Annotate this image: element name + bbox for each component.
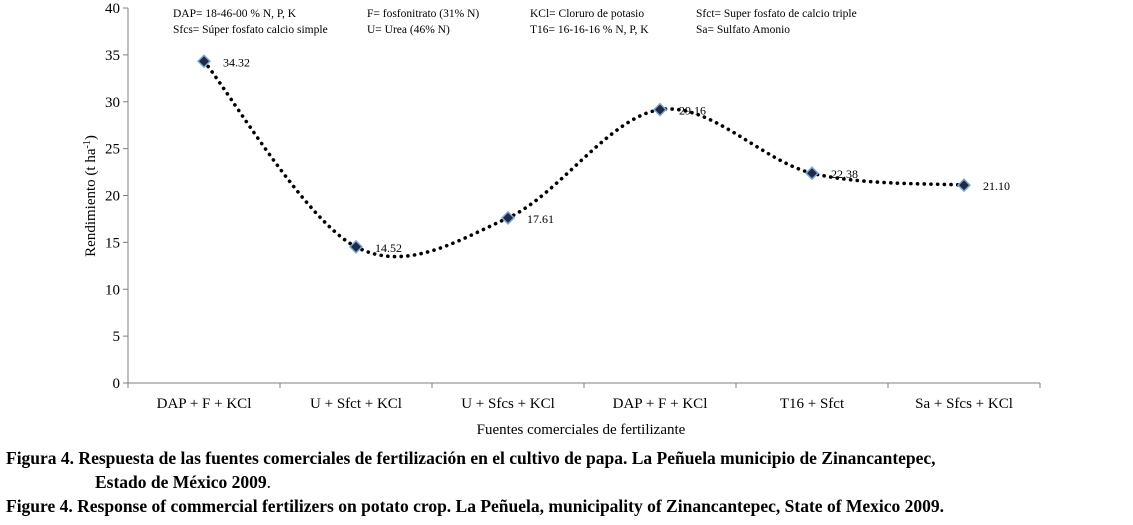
legend: DAP= 18-46-00 % N, P, K F= fosfonitrato (… [173,8,857,36]
y-tick-label: 40 [105,1,120,17]
y-axis-title-sup: -1 [82,140,93,148]
series-line [202,59,966,259]
y-tick-label: 0 [113,376,121,392]
y-axis-title: Rendimiento (t ha-1) [82,135,100,257]
data-point-marker [804,166,820,181]
data-label: 34.32 [223,55,250,69]
x-tick-label: DAP + F + KCl [613,396,708,412]
legend-entry: F= fosfonitrato (31% N) [367,8,479,20]
caption-en-text: Figure 4. Response of commercial fertili… [6,496,945,516]
caption-es-continued: Estado de México 2009. [95,472,271,493]
x-tick-label: U + Sfct + KCl [310,396,402,412]
data-point-marker [500,210,516,225]
data-label: 21.10 [983,179,1010,193]
y-tick-label: 20 [105,189,120,205]
data-label: 14.52 [375,241,402,255]
y-tick-label: 5 [113,329,121,345]
data-label: 17.61 [527,212,554,226]
y-tick-label: 30 [105,95,120,111]
data-point-marker [652,102,668,117]
y-tick-label: 15 [105,235,120,251]
data-label: 22.38 [831,167,858,181]
x-tick-label: U + Sfcs + KCl [461,396,555,412]
y-tick-label: 25 [105,142,120,158]
data-point-marker [348,239,364,254]
caption-es: Figura 4. Respuesta de las fuentes comer… [6,448,936,469]
data-labels: 34.32 14.52 17.61 29.16 22.38 21.10 [223,55,1010,255]
caption-es-lead: Figura 4. Respuesta de las fuentes comer… [6,448,936,468]
data-label: 29.16 [679,104,706,118]
x-tick-label: T16 + Sfct [780,396,845,412]
x-tick-label: Sa + Sfcs + KCl [915,396,1013,412]
series-markers [196,54,972,254]
legend-entry: Sfcs= Súper fosfato calcio simple [173,24,328,36]
y-axis-title-main: Rendimiento (t ha [83,148,99,257]
legend-entry: T16= 16-16-16 % N, P, K [530,24,649,36]
yield-line-chart: 0 5 10 15 20 25 30 35 40 DAP + F + KCl U + Sfct +… [82,1,1041,438]
caption-en: Figure 4. Response of commercial fertili… [6,496,944,517]
data-point-marker [956,178,972,193]
y-ticks: 0 5 10 15 20 25 30 35 40 [105,1,128,392]
y-axis-title-end: ) [83,135,99,140]
legend-entry: Sfct= Super fosfato de calcio triple [696,8,857,20]
legend-entry: Sa= Sulfato Amonio [696,24,790,36]
legend-entry: KCl= Cloruro de potasio [530,8,644,20]
y-tick-label: 10 [105,282,120,298]
caption-es-cont: Estado de México 2009 [95,472,267,492]
x-axis-title: Fuentes comerciales de fertilizante [477,422,686,438]
legend-entry: U= Urea (46% N) [367,24,450,36]
legend-entry: DAP= 18-46-00 % N, P, K [173,8,297,20]
x-tick-label: DAP + F + KCl [157,396,252,412]
y-tick-label: 35 [105,48,120,64]
caption-es-end: . [266,472,271,492]
x-ticks: DAP + F + KCl U + Sfct + KCl U + Sfcs + KC… [127,383,1041,412]
data-point-marker [196,54,212,69]
